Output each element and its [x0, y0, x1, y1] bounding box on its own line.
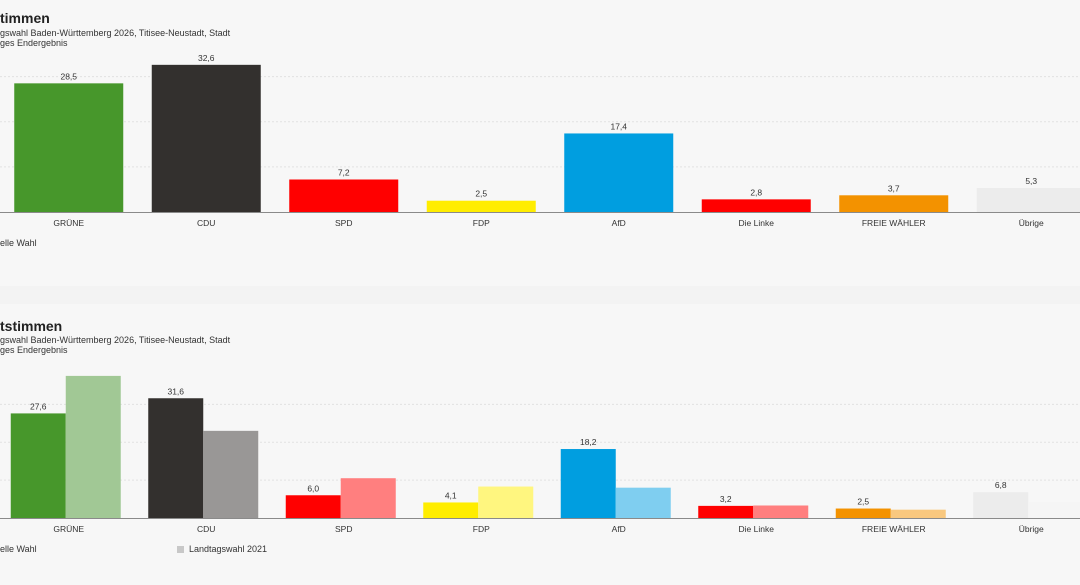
category-label-fdp: FDP [473, 218, 490, 228]
legend-current-label: elle Wahl [0, 238, 37, 248]
data-label-freie-waehler: 3,7 [888, 183, 900, 193]
category-label-spd: SPD [335, 218, 352, 228]
bar-fdp [426, 200, 536, 212]
chart-2-legend-previous: Landtagswahl 2021 [177, 544, 267, 554]
category-label-gruene: GRÜNE [53, 524, 84, 534]
bar-current-uebrige [973, 492, 1029, 518]
chart-1-title: timmen [0, 10, 50, 26]
bar-uebrige [976, 188, 1080, 212]
bar-previous-afd [615, 487, 671, 518]
data-label-afd: 17,4 [610, 121, 627, 131]
bar-freie-waehler [839, 195, 949, 212]
bar-cdu [151, 64, 261, 212]
data-label-die-linke: 3,2 [720, 494, 732, 504]
data-label-gruene: 27,6 [30, 401, 47, 411]
bar-afd [564, 133, 674, 212]
category-label-afd: AfD [612, 524, 626, 534]
category-label-afd: AfD [612, 218, 626, 228]
bar-previous-fdp [478, 486, 534, 518]
bar-previous-gruene [65, 375, 121, 518]
chart-2-legend-current: elle Wahl [0, 544, 37, 554]
category-label-fdp: FDP [473, 524, 490, 534]
bar-previous-freie-waehler [890, 509, 946, 518]
legend-current-label: elle Wahl [0, 544, 37, 554]
data-label-freie-waehler: 2,5 [857, 497, 869, 507]
bar-current-freie-waehler [835, 508, 891, 518]
data-label-uebrige: 6,8 [995, 480, 1007, 490]
data-label-cdu: 32,6 [198, 53, 215, 63]
category-label-freie-waehler: FREIE WÄHLER [862, 524, 926, 534]
category-label-cdu: CDU [197, 524, 215, 534]
bar-previous-spd [340, 478, 396, 518]
data-label-afd: 18,2 [580, 437, 597, 447]
legend-previous-swatch [177, 546, 184, 553]
legend-previous-label: Landtagswahl 2021 [189, 544, 268, 554]
chart-2: 27,6 GRÜNE 31,6 CDU 6,0 SPD 4,1 FDP 18,2 AfD 3,2 Di… [0, 375, 1080, 534]
bar-current-fdp [423, 502, 479, 518]
data-label-cdu: 31,6 [167, 386, 184, 396]
category-label-uebrige: Übrige [1019, 218, 1044, 228]
category-label-uebrige: Übrige [1019, 524, 1044, 534]
category-label-freie-waehler: FREIE WÄHLER [862, 218, 926, 228]
chart-1-subtitle-2: ges Endergebnis [0, 38, 68, 48]
bar-previous-die-linke [753, 505, 809, 518]
chart-1-subtitle-1: gswahl Baden-Württemberg 2026, Titisee-N… [0, 28, 231, 38]
chart-2-subtitle-1: gswahl Baden-Württemberg 2026, Titisee-N… [0, 335, 231, 345]
bar-current-afd [560, 449, 616, 518]
chart-panel-1: timmen gswahl Baden-Württemberg 2026, Ti… [0, 0, 1080, 286]
data-label-uebrige: 5,3 [1025, 176, 1037, 186]
bar-gruene [14, 83, 124, 212]
category-label-spd: SPD [335, 524, 352, 534]
bar-spd [289, 179, 399, 212]
bar-current-spd [285, 495, 341, 518]
chart-1: 28,5 GRÜNE 32,6 CDU 7,2 SPD 2,5 FDP 17,4 AfD 2,8 Di… [0, 53, 1080, 228]
bar-previous-cdu [203, 430, 259, 518]
category-label-die-linke: Die Linke [739, 524, 775, 534]
category-label-gruene: GRÜNE [53, 218, 84, 228]
bar-previous-uebrige [1028, 502, 1080, 518]
category-label-cdu: CDU [197, 218, 215, 228]
data-label-spd: 7,2 [338, 167, 350, 177]
bar-current-cdu [148, 398, 204, 518]
bar-current-die-linke [698, 505, 754, 518]
data-label-spd: 6,0 [307, 483, 319, 493]
chart-2-subtitle-2: ges Endergebnis [0, 345, 68, 355]
data-label-die-linke: 2,8 [750, 187, 762, 197]
chart-2-title: tstimmen [0, 318, 63, 334]
category-label-die-linke: Die Linke [739, 218, 775, 228]
bar-die-linke [701, 199, 811, 212]
bar-current-gruene [10, 413, 66, 518]
data-label-gruene: 28,5 [60, 71, 77, 81]
data-label-fdp: 2,5 [475, 189, 487, 199]
chart-1-legend-current: elle Wahl [0, 238, 37, 248]
chart-panel-2: tstimmen gswahl Baden-Württemberg 2026, … [0, 304, 1080, 585]
data-label-fdp: 4,1 [445, 490, 457, 500]
